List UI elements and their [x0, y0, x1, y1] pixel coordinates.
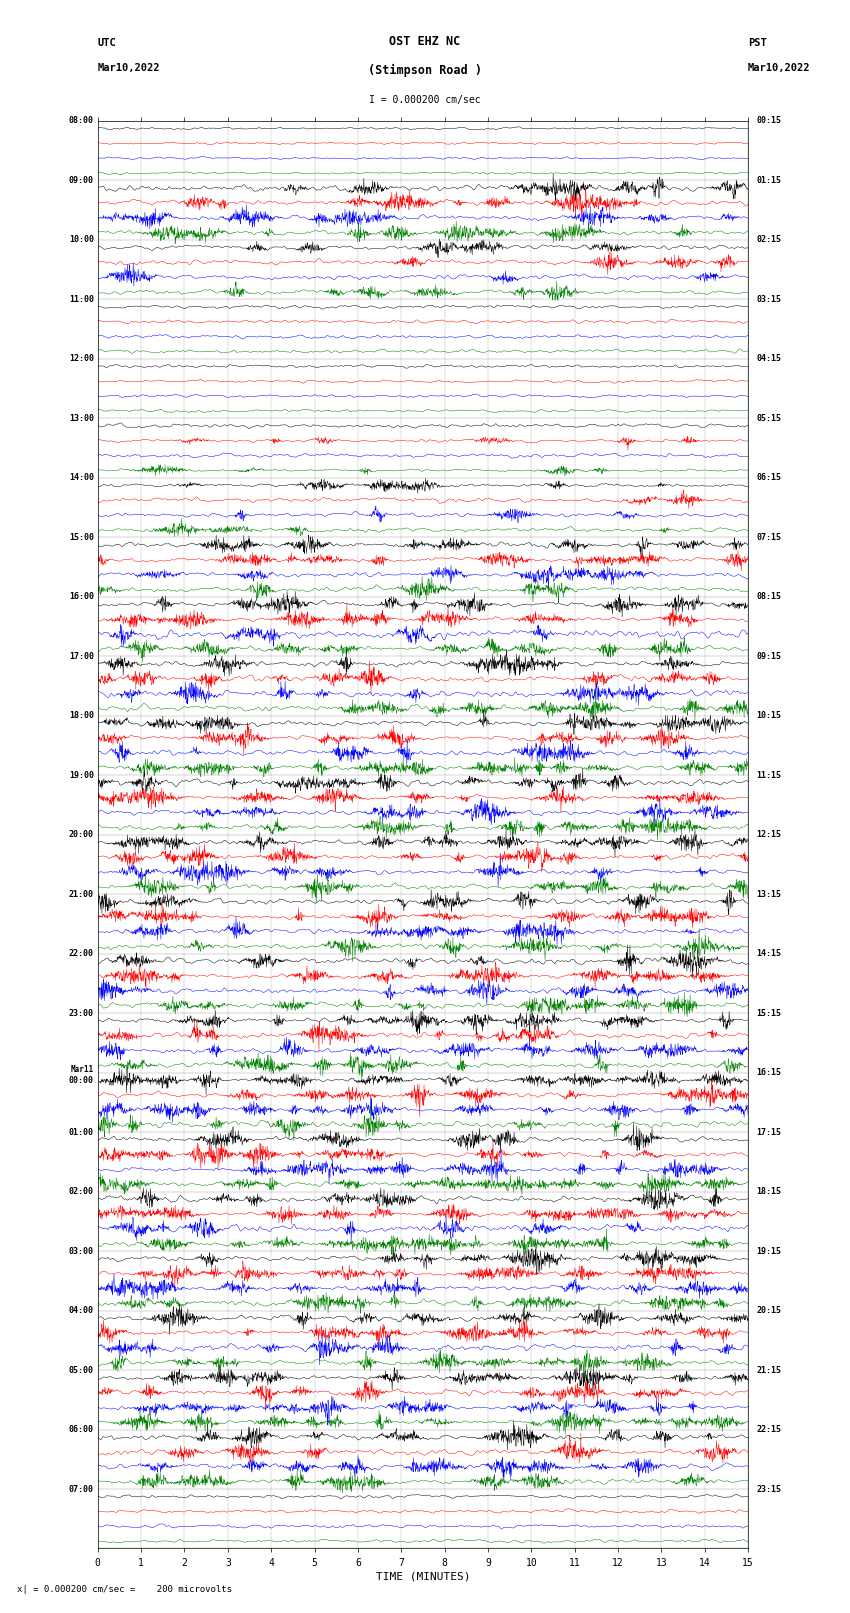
Text: 16:00: 16:00	[69, 592, 94, 602]
Text: 14:15: 14:15	[756, 948, 781, 958]
Text: 21:00: 21:00	[69, 890, 94, 898]
Text: 02:00: 02:00	[69, 1187, 94, 1197]
Text: 01:00: 01:00	[69, 1127, 94, 1137]
Text: 08:15: 08:15	[756, 592, 781, 602]
Text: 15:00: 15:00	[69, 532, 94, 542]
Text: 06:15: 06:15	[756, 473, 781, 482]
Text: PST: PST	[748, 39, 767, 48]
Text: Mar10,2022: Mar10,2022	[98, 63, 161, 73]
Text: 13:00: 13:00	[69, 415, 94, 423]
Text: x| = 0.000200 cm/sec =    200 microvolts: x| = 0.000200 cm/sec = 200 microvolts	[17, 1584, 232, 1594]
Text: 09:00: 09:00	[69, 176, 94, 185]
Text: 00:15: 00:15	[756, 116, 781, 126]
Text: 18:00: 18:00	[69, 711, 94, 721]
Text: 19:15: 19:15	[756, 1247, 781, 1255]
Text: 14:00: 14:00	[69, 473, 94, 482]
Text: Mar11: Mar11	[71, 1065, 94, 1074]
Text: 09:15: 09:15	[756, 652, 781, 661]
Text: 03:00: 03:00	[69, 1247, 94, 1255]
Text: 03:15: 03:15	[756, 295, 781, 303]
Text: 04:00: 04:00	[69, 1307, 94, 1315]
Text: 10:15: 10:15	[756, 711, 781, 721]
Text: 21:15: 21:15	[756, 1366, 781, 1374]
Text: 10:00: 10:00	[69, 235, 94, 245]
Text: 08:00: 08:00	[69, 116, 94, 126]
Text: OST EHZ NC: OST EHZ NC	[389, 35, 461, 48]
Text: 23:00: 23:00	[69, 1008, 94, 1018]
Text: 05:00: 05:00	[69, 1366, 94, 1374]
Text: 02:15: 02:15	[756, 235, 781, 245]
Text: 22:15: 22:15	[756, 1424, 781, 1434]
Text: 12:00: 12:00	[69, 355, 94, 363]
Text: 05:15: 05:15	[756, 415, 781, 423]
X-axis label: TIME (MINUTES): TIME (MINUTES)	[376, 1571, 470, 1582]
Text: 00:00: 00:00	[69, 1076, 94, 1084]
Text: 17:15: 17:15	[756, 1127, 781, 1137]
Text: 07:15: 07:15	[756, 532, 781, 542]
Text: 22:00: 22:00	[69, 948, 94, 958]
Text: (Stimpson Road ): (Stimpson Road )	[368, 65, 482, 77]
Text: 07:00: 07:00	[69, 1484, 94, 1494]
Text: 06:00: 06:00	[69, 1424, 94, 1434]
Text: Mar10,2022: Mar10,2022	[748, 63, 811, 73]
Text: 19:00: 19:00	[69, 771, 94, 779]
Text: 11:15: 11:15	[756, 771, 781, 779]
Text: 23:15: 23:15	[756, 1484, 781, 1494]
Text: 13:15: 13:15	[756, 890, 781, 898]
Text: 15:15: 15:15	[756, 1008, 781, 1018]
Text: 01:15: 01:15	[756, 176, 781, 185]
Text: 18:15: 18:15	[756, 1187, 781, 1197]
Text: 20:15: 20:15	[756, 1307, 781, 1315]
Text: 04:15: 04:15	[756, 355, 781, 363]
Text: 20:00: 20:00	[69, 831, 94, 839]
Text: 11:00: 11:00	[69, 295, 94, 303]
Text: UTC: UTC	[98, 39, 116, 48]
Text: 16:15: 16:15	[756, 1068, 781, 1077]
Text: 17:00: 17:00	[69, 652, 94, 661]
Text: 12:15: 12:15	[756, 831, 781, 839]
Text: I = 0.000200 cm/sec: I = 0.000200 cm/sec	[369, 95, 481, 105]
